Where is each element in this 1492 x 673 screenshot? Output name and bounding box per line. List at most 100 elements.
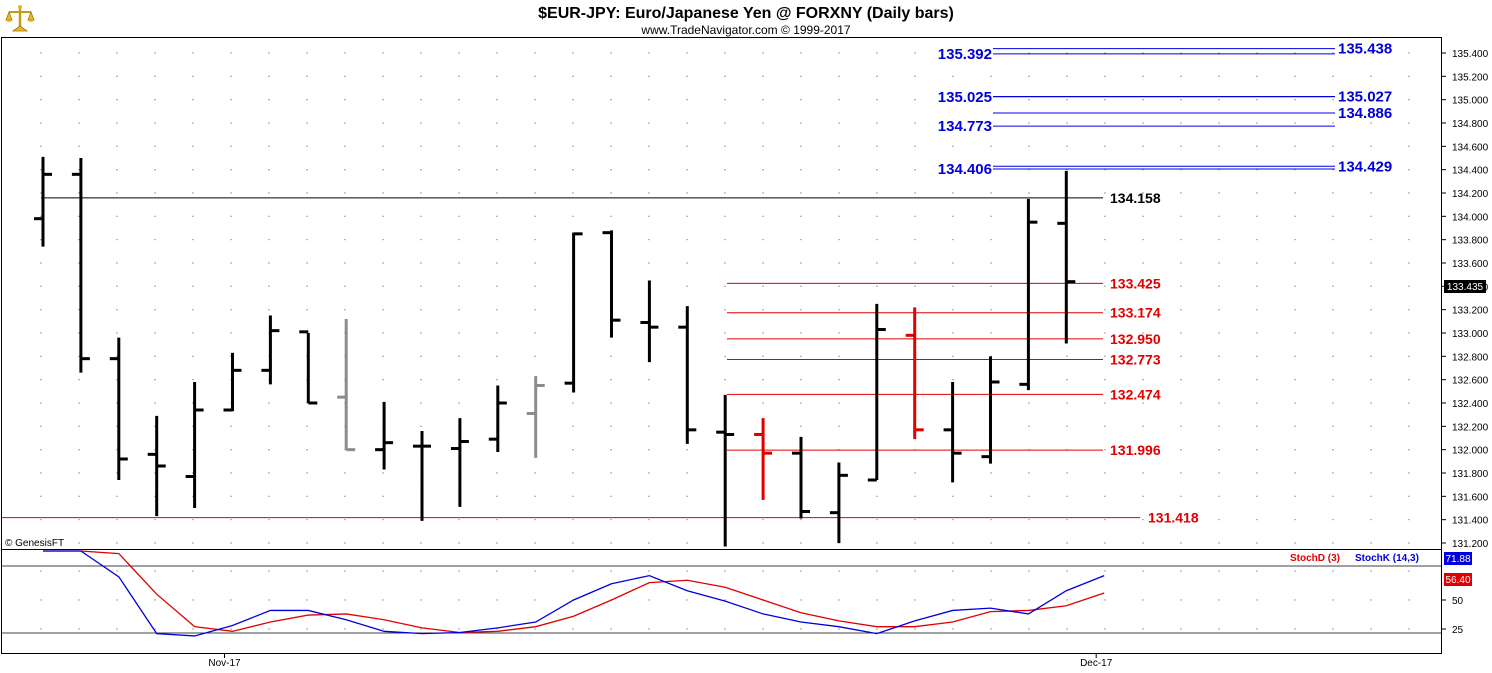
ohlc-bar <box>185 382 204 508</box>
grid-dot <box>648 495 650 498</box>
grid-dot <box>306 52 308 54</box>
grid-dot <box>572 472 574 474</box>
grid-dot <box>838 425 840 428</box>
grid-dot <box>1408 168 1410 171</box>
grid-dot <box>1142 215 1144 218</box>
grid-dot <box>192 570 194 572</box>
grid-dot <box>78 98 80 101</box>
grid-dot <box>344 192 346 194</box>
grid-dot <box>1028 145 1030 148</box>
ohlc-bar <box>678 306 697 444</box>
grid-dot <box>990 52 992 54</box>
grid-dot <box>914 599 916 601</box>
grid-dot <box>306 570 308 572</box>
grid-dot <box>1028 75 1030 78</box>
price-tick-label: 134.600 <box>1452 142 1489 153</box>
price-tick-label: 135.000 <box>1452 96 1489 107</box>
grid-dot <box>952 145 954 148</box>
level-label: 132.773 <box>1110 351 1161 367</box>
price-tick-label: 131.800 <box>1452 469 1489 480</box>
grid-dot <box>1256 238 1258 241</box>
grid-dot <box>1142 355 1144 358</box>
grid-dot <box>230 122 232 124</box>
grid-dot <box>800 122 802 124</box>
grid-dot <box>648 448 650 451</box>
grid-dot <box>116 599 118 601</box>
grid-dot <box>1294 472 1296 474</box>
grid-dot <box>1332 518 1334 521</box>
grid-dot <box>268 542 270 544</box>
grid-dot <box>686 192 688 194</box>
grid-dot <box>762 122 764 124</box>
grid-dot <box>686 495 688 498</box>
grid-dot <box>1370 168 1372 171</box>
grid-dot <box>192 168 194 171</box>
grid-dot <box>1066 355 1068 358</box>
grid-dot <box>154 628 156 630</box>
grid-dot <box>648 168 650 171</box>
grid-dot <box>1408 332 1410 334</box>
grid-dot <box>1142 262 1144 264</box>
grid-dot <box>876 215 878 218</box>
scales-logo-icon <box>4 3 36 35</box>
grid-dot <box>116 98 118 101</box>
grid-dot <box>420 308 422 311</box>
grid-dot <box>686 285 688 288</box>
grid-dot <box>990 472 992 474</box>
grid-dot <box>1408 98 1410 101</box>
grid-dot <box>192 122 194 124</box>
grid-dot <box>762 378 764 381</box>
grid-dot <box>1180 472 1182 474</box>
grid-dot <box>1256 75 1258 78</box>
grid-dot <box>268 472 270 474</box>
grid-dot <box>648 518 650 521</box>
grid-dot <box>1066 518 1068 521</box>
grid-dot <box>1104 98 1106 101</box>
grid-dot <box>1332 570 1334 572</box>
grid-dot <box>1104 262 1106 264</box>
grid-dot <box>1142 402 1144 404</box>
grid-dot <box>1294 402 1296 404</box>
grid-dot <box>382 495 384 498</box>
grid-dot <box>952 285 954 288</box>
price-tick-label: 132.600 <box>1452 376 1489 387</box>
grid-dot <box>990 238 992 241</box>
grid-dot <box>1294 378 1296 381</box>
grid-dot <box>876 628 878 630</box>
grid-dot <box>914 285 916 288</box>
grid-dot <box>1332 308 1334 311</box>
grid-dot <box>496 599 498 601</box>
grid-dot <box>876 570 878 572</box>
grid-dot <box>382 378 384 381</box>
grid-dot <box>78 308 80 311</box>
grid-dot <box>838 75 840 78</box>
grid-dot <box>268 308 270 311</box>
grid-dot <box>838 570 840 572</box>
grid-dot <box>268 402 270 404</box>
grid-dot <box>1142 425 1144 428</box>
grid-dot <box>648 570 650 572</box>
last-price-tag <box>1444 280 1486 293</box>
grid-dot <box>1408 145 1410 148</box>
grid-dot <box>838 378 840 381</box>
level-label: 133.425 <box>1110 275 1161 291</box>
price-axis: 131.200 131.400 131.600 131.800 132.000 132.2… <box>1441 49 1489 636</box>
grid-dot <box>382 215 384 218</box>
grid-dot <box>572 52 574 54</box>
grid-dot <box>116 52 118 54</box>
grid-dot <box>382 542 384 544</box>
grid-dot <box>648 402 650 404</box>
grid-dot <box>420 262 422 264</box>
grid-dot <box>534 52 536 54</box>
grid-dot <box>1104 542 1106 544</box>
grid-dot <box>1066 402 1068 404</box>
grid-dot <box>914 542 916 544</box>
grid-dot <box>1294 448 1296 451</box>
price-tick-label: 131.600 <box>1452 492 1489 503</box>
grid-dot <box>1332 75 1334 78</box>
grid-dot <box>78 570 80 572</box>
grid-dot <box>762 168 764 171</box>
ohlc-bar <box>261 315 280 385</box>
grid-dot <box>1218 495 1220 498</box>
grid-dot <box>192 75 194 78</box>
